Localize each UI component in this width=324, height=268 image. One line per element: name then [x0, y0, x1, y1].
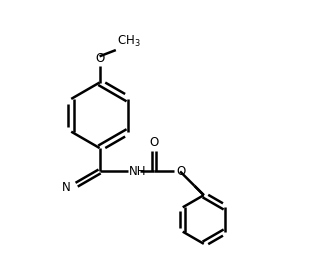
Text: N: N: [62, 181, 71, 194]
Text: O: O: [176, 165, 185, 178]
Text: CH$_3$: CH$_3$: [117, 34, 141, 49]
Text: NH: NH: [129, 165, 147, 178]
Text: O: O: [150, 136, 159, 149]
Text: O: O: [95, 52, 104, 65]
